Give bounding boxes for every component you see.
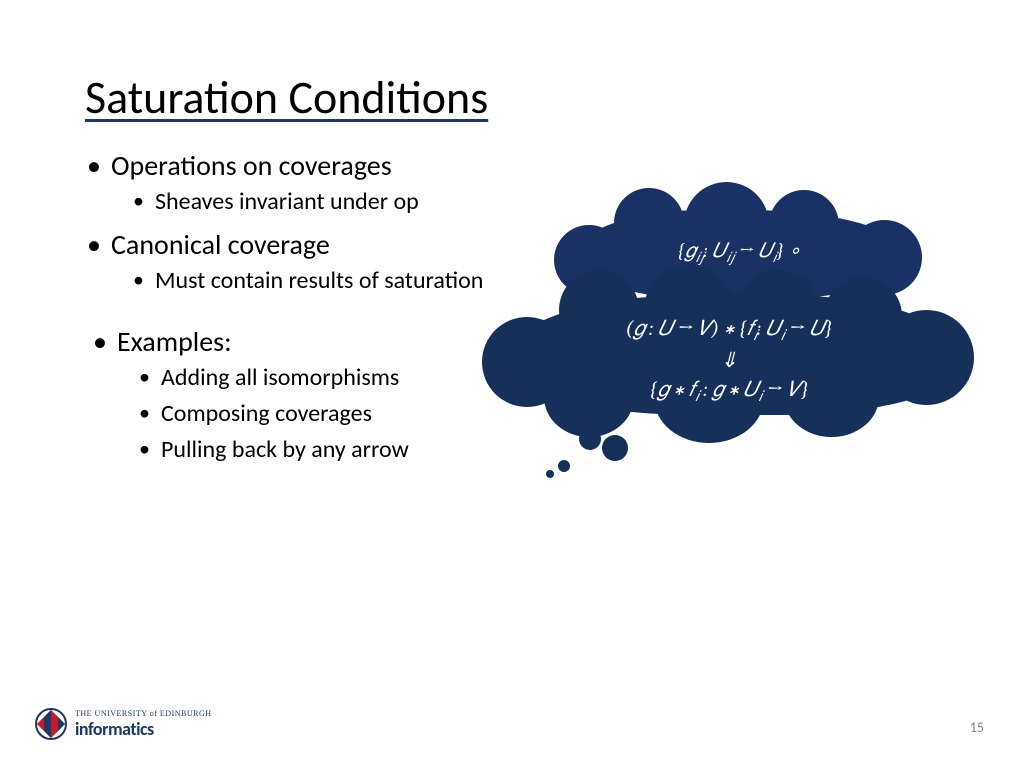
bullet-text: Operations on coverages [111,148,392,183]
footer-university-name: THE UNIVERSITY of EDINBURGH [75,709,212,718]
university-crest-icon [35,708,67,740]
thought-cloud: {𝑔𝑖𝑗: 𝑈𝑖𝑗 → 𝑈𝑖} ∘ (𝑔 : 𝑈 → 𝑉) ∗ {𝑓𝑖: 𝑈𝑖 … [504,200,964,480]
formula-line-1: (𝑔 : 𝑈 → 𝑉) ∗ {𝑓𝑖: 𝑈𝑖 → 𝑈} [504,315,954,347]
sub-bullet-sheaves: Sheaves invariant under op [155,187,515,217]
bullet-text: Canonical coverage [111,227,330,262]
slide: Saturation Conditions Operations on cove… [0,0,1024,768]
sub-bullet-must-contain: Must contain results of saturation [155,266,515,296]
footer-department-name: informatics [75,718,212,740]
formula-line-3: {𝑔 ∗ 𝑓𝑖 : 𝑔 ∗ 𝑈𝑖 → 𝑉} [504,376,954,408]
cloud-tail-bubble [579,428,601,450]
formula-line-2: ⇓ [504,347,954,376]
cloud-tail-bubble [602,435,628,461]
footer-logo: THE UNIVERSITY of EDINBURGH informatics [35,708,212,740]
cloud-formula-main: (𝑔 : 𝑈 → 𝑉) ∗ {𝑓𝑖: 𝑈𝑖 → 𝑈} ⇓ {𝑔 ∗ 𝑓𝑖 : 𝑔… [504,315,954,408]
bullet-text: Examples: [117,324,232,359]
cloud-foreground-layer: (𝑔 : 𝑈 → 𝑉) ∗ {𝑓𝑖: 𝑈𝑖 → 𝑈} ⇓ {𝑔 ∗ 𝑓𝑖 : 𝑔… [504,295,954,415]
cloud-tail-bubble [558,460,570,472]
sub-bullet-pullback: Pulling back by any arrow [161,435,521,465]
footer-logo-text: THE UNIVERSITY of EDINBURGH informatics [75,709,212,740]
slide-title: Saturation Conditions [85,70,939,126]
sub-bullet-composing: Composing coverages [161,399,521,429]
sub-bullet-isomorphisms: Adding all isomorphisms [161,363,521,393]
page-number: 15 [970,719,984,736]
cloud-formula-top: {𝑔𝑖𝑗: 𝑈𝑖𝑗 → 𝑈𝑖} ∘ [574,238,904,266]
cloud-tail-bubble [546,470,554,478]
